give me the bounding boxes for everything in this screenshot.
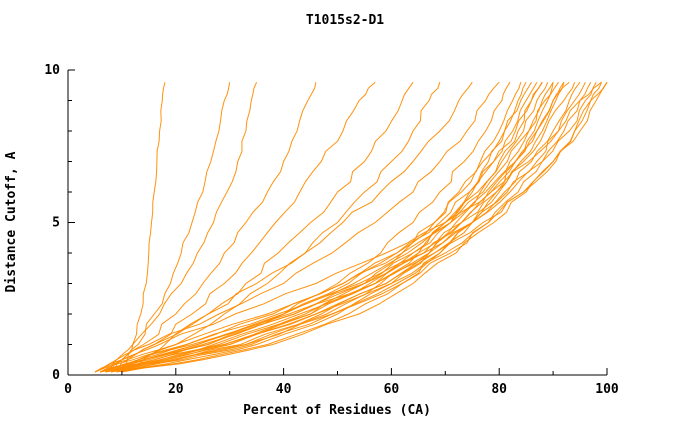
model-curve [100, 81, 559, 373]
model-curve [110, 81, 603, 373]
x-axis-label: Percent of Residues (CA) [243, 403, 431, 418]
model-curve [105, 82, 258, 373]
x-tick-label: 20 [168, 382, 184, 397]
model-curve [121, 81, 608, 373]
x-tick-label: 40 [276, 382, 292, 397]
model-curve [94, 81, 570, 373]
model-curve [105, 81, 608, 373]
y-tick-label: 10 [44, 63, 60, 78]
model-curve [116, 81, 414, 373]
model-curve [116, 81, 543, 373]
y-tick-label: 0 [52, 368, 60, 383]
model-curve [94, 81, 602, 373]
model-curve [100, 82, 549, 373]
chart-title: T1015s2-D1 [306, 13, 384, 28]
model-curve [121, 82, 441, 373]
model-curve [116, 82, 565, 373]
y-axis-label: Distance Cutoff, A [4, 151, 19, 292]
x-tick-label: 60 [384, 382, 400, 397]
model-curve [105, 81, 538, 373]
model-curve [100, 82, 576, 373]
model-curve [110, 82, 231, 373]
y-tick-label: 5 [52, 216, 60, 231]
model-curve [116, 81, 592, 373]
model-curve [121, 82, 166, 373]
model-curve [94, 81, 500, 373]
ticks-layer: 0 20 40 60 80 100 0 5 10 [44, 63, 619, 397]
x-tick-label: 80 [491, 382, 507, 397]
model-curve [100, 81, 597, 373]
x-tick-label: 100 [595, 382, 619, 397]
model-curve [121, 82, 554, 373]
model-curve [105, 81, 565, 373]
series-layer [94, 81, 608, 373]
model-curve [105, 82, 317, 373]
model-curve [105, 81, 586, 373]
model-curve [100, 81, 473, 373]
model-curve [94, 81, 543, 373]
model-curve [110, 81, 581, 373]
x-tick-label: 0 [64, 382, 72, 397]
